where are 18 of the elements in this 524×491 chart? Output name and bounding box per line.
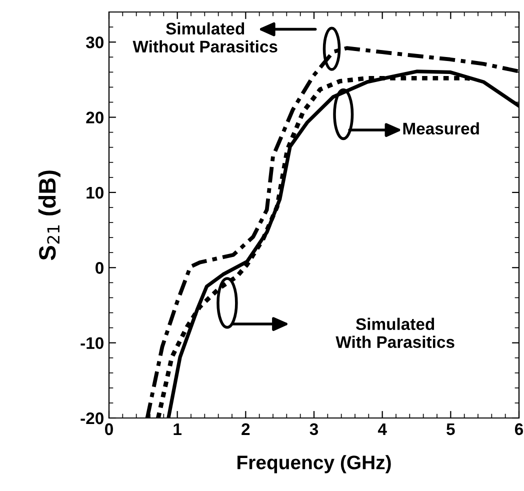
y-tick-label: -10 — [80, 337, 104, 350]
y-tick-label: 0 — [96, 262, 104, 274]
y-tick-label: 30 — [86, 36, 104, 48]
annotation: Simulated With Parasitics — [336, 318, 454, 348]
annotation: Measured — [403, 122, 479, 135]
x-tick-label: 3 — [310, 423, 318, 436]
x-tick-label: 6 — [514, 423, 524, 436]
x-axis-title: Frequency (GHz) — [238, 455, 391, 474]
x-tick-label: 2 — [242, 423, 250, 435]
y-axis-title: S$_{21}$ (dB) — [38, 170, 60, 260]
x-tick-label: 0 — [105, 423, 113, 436]
x-tick-label: 5 — [446, 423, 455, 436]
x-tick-label: 4 — [378, 423, 387, 435]
y-tick-label: 10 — [86, 186, 104, 199]
annotation: Simulated Without Parasitics — [132, 22, 278, 53]
y-tick-label: 20 — [86, 112, 104, 124]
x-tick-label: 1 — [174, 423, 182, 435]
y-tick-label: -20 — [80, 412, 104, 424]
